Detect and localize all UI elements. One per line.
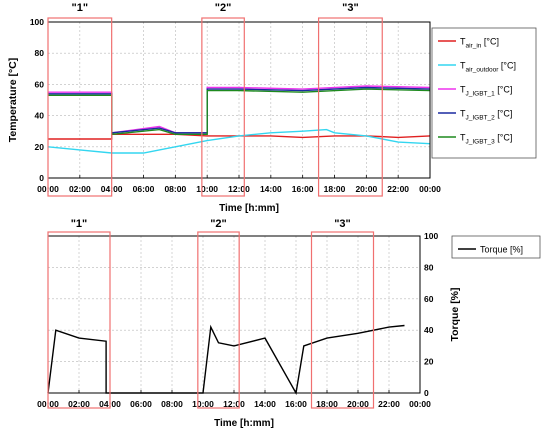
y-tick-label: 40 [35,111,45,121]
x-tick-label: 12:00 [223,399,245,409]
legend-entry-3: TJ_IGBT_1 [°C] [460,85,512,98]
y-tick-label: 100 [30,17,44,27]
y-axis-label: Temperature [°C] [7,58,19,143]
x-tick-label: 00:00 [419,184,441,194]
x-tick-label: 06:00 [133,184,155,194]
legend-entry-1: Tair_in [°C] [460,37,499,50]
legend-entry-2: Tair_outdoor [°C] [460,61,516,74]
y-tick-label: 60 [424,294,434,304]
x-tick-label: 20:00 [355,184,377,194]
legend-entry-1: Torque [%] [480,245,523,255]
x-axis-label: Time [h:mm] [214,418,274,429]
region-label-3: "3" [334,218,351,230]
x-tick-label: 16:00 [292,184,314,194]
region-label-2: "2" [215,2,232,14]
region-box-2 [197,231,240,409]
region-label-1: "1" [71,218,88,230]
x-tick-label: 06:00 [130,399,152,409]
x-tick-label: 22:00 [387,184,409,194]
x-tick-label: 08:00 [164,184,186,194]
x-tick-label: 14:00 [254,399,276,409]
series-line-2 [47,128,431,154]
region-box-3 [317,17,383,197]
x-tick-label: 12:00 [228,184,250,194]
x-tick-label: 22:00 [378,399,400,409]
x-tick-label: 18:00 [324,184,346,194]
y-tick-label: 40 [424,325,434,335]
y-tick-label: 0 [39,173,44,183]
y-tick-label: 60 [35,79,45,89]
x-tick-label: 08:00 [161,399,183,409]
y-tick-label: 100 [424,231,438,241]
region-box-1 [47,231,111,409]
torque-chart: 00:00 02:00 04:00 06:00 08:00 10:00 12:00 14:00… [37,218,541,429]
region-label-2: "2" [210,218,227,230]
x-tick-label: 02:00 [68,399,90,409]
y-tick-label: 0 [424,388,429,398]
x-tick-label: 02:00 [69,184,91,194]
region-label-1: "1" [72,2,89,14]
legend-entry-4: TJ_IGBT_2 [°C] [460,109,512,122]
x-tick-label: 20:00 [347,399,369,409]
x-tick-label: 10:00 [192,399,214,409]
y-axis-label: Torque [%] [449,287,461,341]
y-tick-label: 20 [35,142,45,152]
series-line-1 [47,324,405,396]
x-axis-label: Time [h:mm] [219,203,279,214]
region-box-1 [47,17,113,197]
x-tick-label: 14:00 [260,184,282,194]
region-box-2 [201,17,245,197]
x-tick-label: 00:00 [409,399,431,409]
region-box-3 [310,231,375,409]
x-tick-label: 16:00 [285,399,307,409]
y-tick-label: 80 [35,48,45,58]
y-tick-label: 80 [424,262,434,272]
x-tick-label: 18:00 [316,399,338,409]
x-tick-label: 10:00 [196,184,218,194]
legend-entry-5: TJ_IGBT_3 [°C] [460,133,512,146]
y-tick-label: 20 [424,357,434,367]
legend-box [451,235,541,259]
temperature-chart: 00:00 02:00 04:00 06:00 08:00 10:00 12:00 14:00… [7,2,537,214]
region-label-3: "3" [342,2,359,14]
